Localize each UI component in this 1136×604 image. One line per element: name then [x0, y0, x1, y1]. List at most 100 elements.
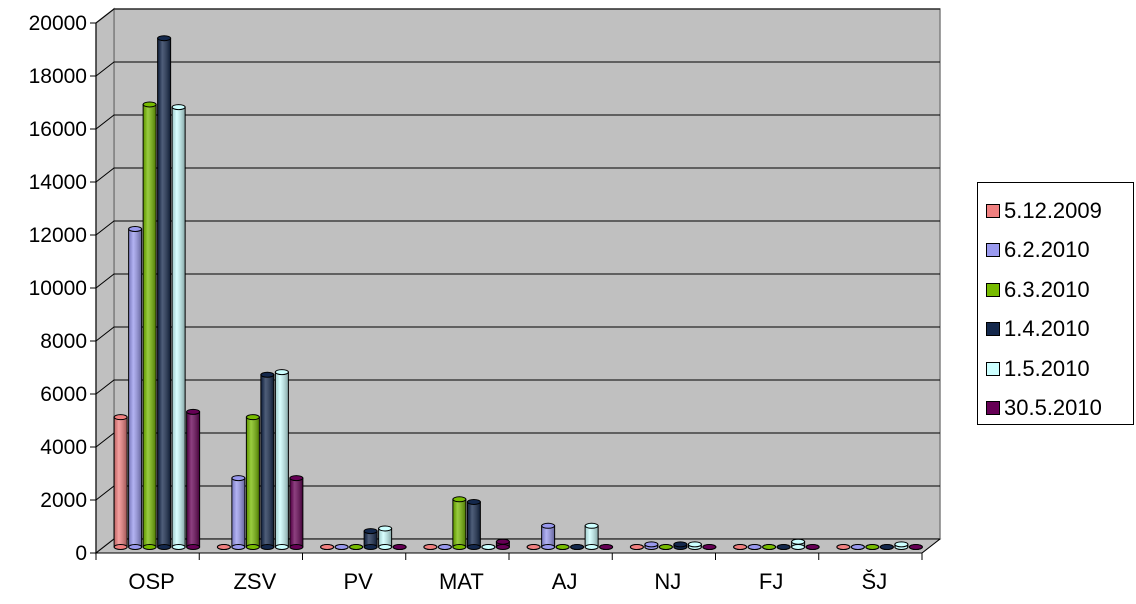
- bar-top: [570, 544, 585, 550]
- bar-top: [495, 538, 510, 545]
- y-tick-label: 10000: [29, 277, 87, 300]
- bar: [231, 475, 246, 550]
- bar: [762, 544, 777, 550]
- bar-shade: [541, 525, 555, 547]
- bar-top: [171, 104, 186, 111]
- x-tick-label: AJ: [552, 569, 578, 594]
- bar-top: [363, 528, 378, 535]
- bar-top: [908, 544, 923, 550]
- bar-base: [363, 544, 378, 550]
- bar-top: [452, 496, 467, 503]
- bar-base: [260, 544, 275, 550]
- bar: [555, 544, 570, 550]
- bar: [171, 104, 186, 550]
- bar-shade: [378, 528, 392, 547]
- gridline: [95, 273, 940, 289]
- bar-shade: [364, 531, 378, 547]
- x-axis-depth: [921, 538, 941, 554]
- bar-top: [245, 414, 260, 421]
- legend-item: 6.2.2010: [986, 231, 1133, 271]
- bar-top: [231, 475, 246, 482]
- bar-top: [128, 226, 143, 232]
- bar: [289, 475, 304, 550]
- bar-base: [378, 544, 393, 550]
- bar-top: [644, 541, 659, 548]
- bar-top: [526, 544, 541, 550]
- bar-shade: [186, 411, 200, 547]
- y-tick-label: 14000: [29, 171, 87, 194]
- bar-shade: [246, 417, 260, 547]
- bar-top: [673, 541, 688, 548]
- bar-top: [289, 475, 304, 482]
- bar-top: [762, 544, 777, 550]
- legend-item: 1.5.2010: [986, 349, 1133, 389]
- bar-top: [274, 369, 289, 376]
- bar-top: [805, 544, 820, 550]
- bar-shade: [172, 107, 186, 547]
- x-tick-label: PV: [343, 569, 373, 594]
- legend-label: 6.3.2010: [1004, 276, 1090, 302]
- bar: [879, 544, 894, 550]
- legend-swatch: [986, 243, 1000, 258]
- legend-item: 6.3.2010: [986, 270, 1133, 310]
- bar-base: [128, 544, 143, 550]
- bar: [157, 35, 172, 550]
- legend-label: 30.5.2010: [1004, 395, 1102, 421]
- legend-swatch: [986, 282, 1000, 297]
- bar-top: [186, 408, 201, 415]
- bar: [378, 525, 393, 550]
- legend-label: 1.5.2010: [1004, 355, 1090, 381]
- bar: [481, 544, 496, 550]
- bar-base: [245, 544, 260, 550]
- bar: [865, 544, 880, 550]
- bar: [452, 496, 467, 550]
- bar: [466, 498, 481, 550]
- bar: [186, 408, 201, 550]
- bar: [570, 544, 585, 550]
- bar: [142, 101, 157, 550]
- bar: [392, 544, 407, 550]
- bar-top: [142, 101, 157, 108]
- bar: [128, 226, 143, 550]
- legend-swatch: [986, 203, 1000, 218]
- gridline: [95, 379, 940, 395]
- bar: [747, 544, 762, 550]
- bar-base: [584, 544, 599, 550]
- bar-top: [466, 498, 481, 505]
- bar-base: [495, 544, 510, 550]
- x-tick-label: MAT: [439, 569, 484, 594]
- bar: [245, 414, 260, 550]
- bar: [495, 538, 510, 550]
- legend-label: 1.4.2010: [1004, 316, 1090, 342]
- bar-base: [289, 544, 304, 550]
- x-tick-label: FJ: [759, 569, 783, 594]
- bar-top: [599, 544, 614, 550]
- bar-base: [452, 544, 467, 550]
- bar: [791, 538, 806, 550]
- y-tick-label: 12000: [29, 224, 87, 247]
- bar-shade: [467, 501, 481, 547]
- y-tick-label: 6000: [40, 383, 87, 406]
- bar-shade: [275, 372, 289, 547]
- bar-top: [481, 544, 496, 550]
- legend-swatch: [986, 361, 1000, 376]
- y-tick-label: 2000: [40, 489, 87, 512]
- bar: [541, 522, 556, 550]
- bar-top: [157, 35, 172, 42]
- bar: [805, 544, 820, 550]
- bar-top: [113, 414, 128, 421]
- x-tick-label: OSP: [128, 569, 174, 594]
- bar: [776, 544, 791, 550]
- gridline: [95, 8, 940, 24]
- bar: [908, 544, 923, 550]
- bar-shade: [231, 478, 245, 547]
- bar: [320, 544, 335, 550]
- bar-top: [865, 544, 880, 550]
- bar: [216, 544, 231, 550]
- bar-shade: [289, 478, 303, 547]
- y-tick-label: 4000: [40, 436, 87, 459]
- bar-top: [392, 544, 407, 550]
- bar-top: [658, 544, 673, 550]
- bar: [584, 522, 599, 550]
